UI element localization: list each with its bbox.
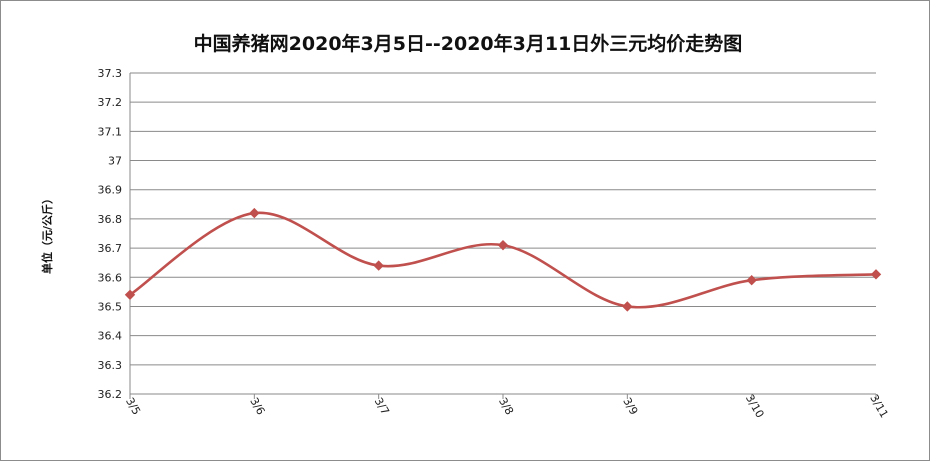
y-tick-label: 36.8 [98, 213, 123, 226]
data-point-marker [746, 274, 757, 286]
y-tick-label: 36.4 [98, 330, 123, 343]
data-point-marker [249, 207, 260, 219]
y-tick-label: 37 [108, 155, 122, 168]
y-tick-label: 36.7 [98, 242, 123, 255]
y-axis-label: 单位（元/公斤） [40, 193, 54, 274]
data-point-marker [870, 269, 882, 280]
y-tick-label: 37.3 [98, 67, 123, 80]
x-tick-label: 3/7 [372, 395, 392, 417]
x-axis-ticks: 3/5 3/6 3/7 3/8 3/9 3/10 3/11 [123, 392, 891, 420]
x-tick-label: 3/8 [496, 395, 516, 417]
y-tick-label: 36.9 [98, 184, 123, 197]
x-tick-label: 3/6 [247, 395, 267, 417]
series-line [128, 211, 878, 309]
x-tick-label: 3/11 [867, 392, 891, 420]
y-tick-label: 36.2 [98, 388, 123, 401]
y-tick-label: 37.1 [98, 125, 123, 138]
chart-title: 中国养猪网2020年3月5日--2020年3月11日外三元均价走势图 [194, 32, 743, 55]
y-tick-label: 36.3 [98, 359, 123, 372]
x-tick-label: 3/10 [743, 392, 767, 420]
x-tick-label: 3/9 [620, 395, 640, 417]
y-tick-label: 36.5 [98, 300, 123, 313]
y-axis-ticks: 36.2 36.3 36.4 36.5 36.6 36.7 36.8 36.9 37 37.1 37… [98, 67, 123, 401]
grid-lines [130, 72, 876, 395]
data-point-marker [622, 301, 633, 312]
data-point-marker [373, 260, 384, 271]
y-tick-label: 36.6 [98, 271, 123, 284]
x-tick-label: 3/5 [123, 395, 143, 417]
data-point-marker [497, 239, 509, 251]
axes [129, 73, 876, 395]
series-group [124, 207, 882, 312]
data-point-marker [124, 289, 136, 300]
y-tick-label: 37.2 [98, 96, 123, 109]
